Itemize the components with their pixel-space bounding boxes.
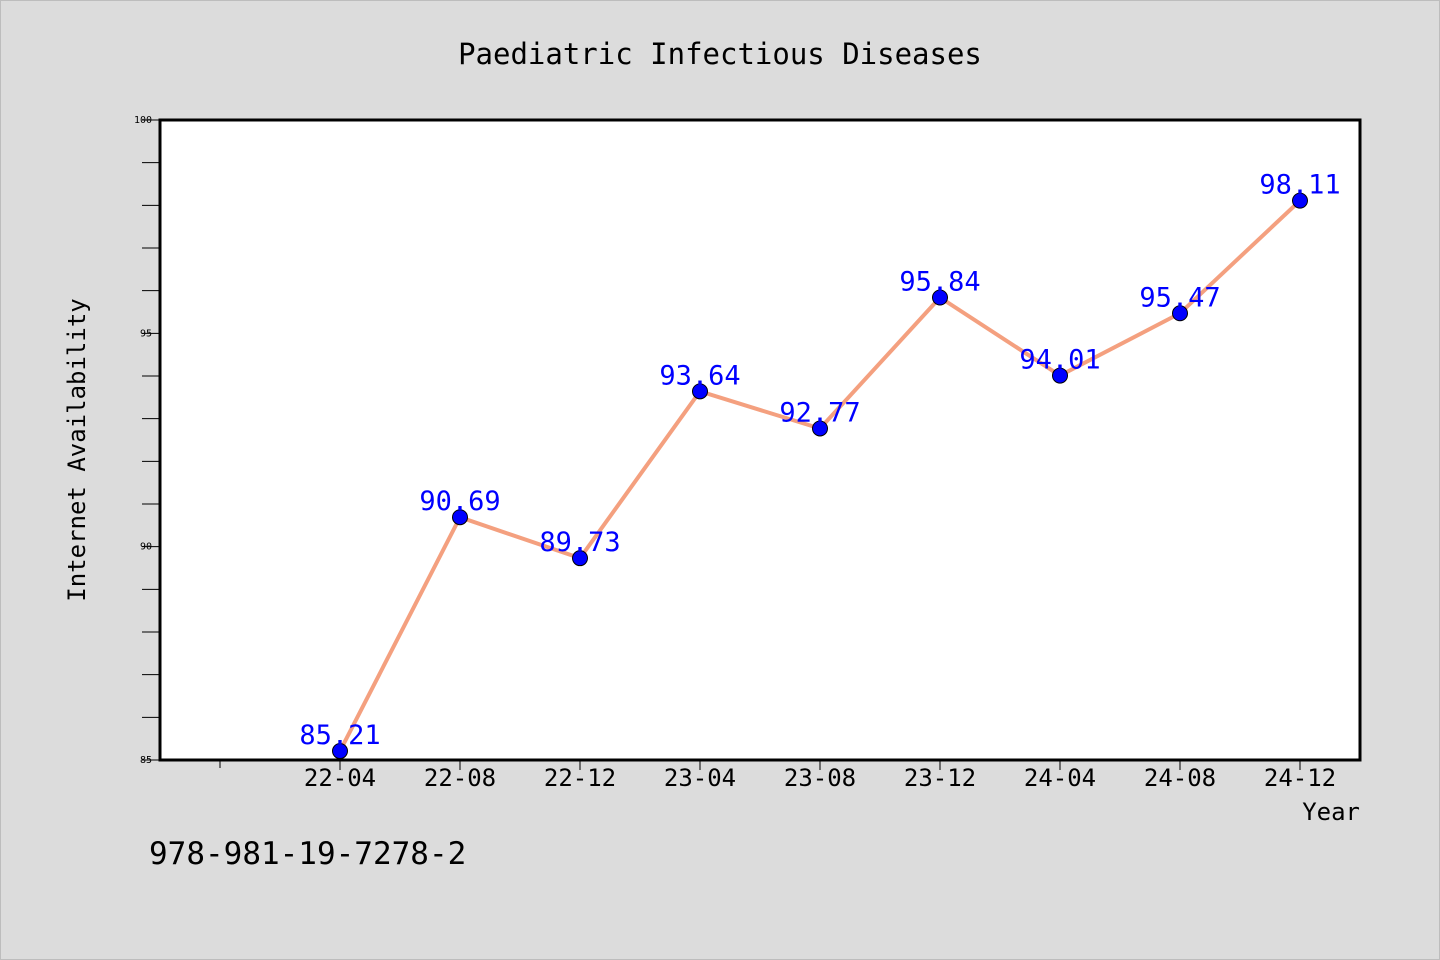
data-point (1292, 192, 1308, 209)
chart-title: Paediatric Infectious Diseases (458, 37, 982, 71)
y-tick-label: 95 (140, 328, 152, 339)
x-tick-label: 22-12 (544, 764, 616, 792)
data-label: 89.73 (539, 527, 620, 558)
y-axis: 85 90 95 100 (134, 115, 160, 766)
x-tick-label: 24-04 (1024, 764, 1096, 792)
data-label: 90.69 (419, 486, 500, 517)
data-labels: 85.21 90.69 89.73 93.64 92.77 95.84 94.01 95.47… (299, 170, 1340, 751)
data-point (812, 420, 828, 437)
data-label: 85.21 (299, 720, 380, 751)
y-tick-label: 85 (140, 755, 152, 766)
data-label: 95.47 (1139, 282, 1220, 313)
data-point (692, 383, 708, 400)
x-tick-label: 24-12 (1264, 764, 1336, 792)
x-tick-label: 23-08 (784, 764, 856, 792)
x-axis-label: Year (1302, 798, 1360, 826)
y-axis-label: Internet Availability (63, 298, 91, 601)
x-tick-label: 22-08 (424, 764, 496, 792)
data-point (572, 550, 588, 567)
x-tick-label: 22-04 (304, 764, 376, 792)
plot-frame (158, 118, 1362, 762)
series-markers (332, 192, 1308, 760)
y-tick-label: 90 (140, 542, 152, 553)
isbn-footer: 978-981-19-7278-2 (149, 836, 466, 872)
data-label: 94.01 (1019, 345, 1100, 376)
data-point (932, 289, 948, 306)
data-label: 95.84 (899, 266, 980, 297)
data-label: 92.77 (779, 397, 860, 428)
data-point (1172, 305, 1188, 322)
x-tick-label: 23-12 (904, 764, 976, 792)
data-label: 98.11 (1259, 170, 1340, 201)
data-point (1052, 367, 1068, 384)
data-point (452, 509, 468, 526)
x-tick-label: 23-04 (664, 764, 736, 792)
data-label: 93.64 (659, 360, 740, 391)
x-axis: 22-04 22-08 22-12 23-04 23-08 23-12 24-04 24-08… (219, 760, 1336, 792)
x-tick-label: 24-08 (1144, 764, 1216, 792)
y-tick-label: 100 (134, 115, 152, 126)
plot-area (160, 120, 1360, 760)
